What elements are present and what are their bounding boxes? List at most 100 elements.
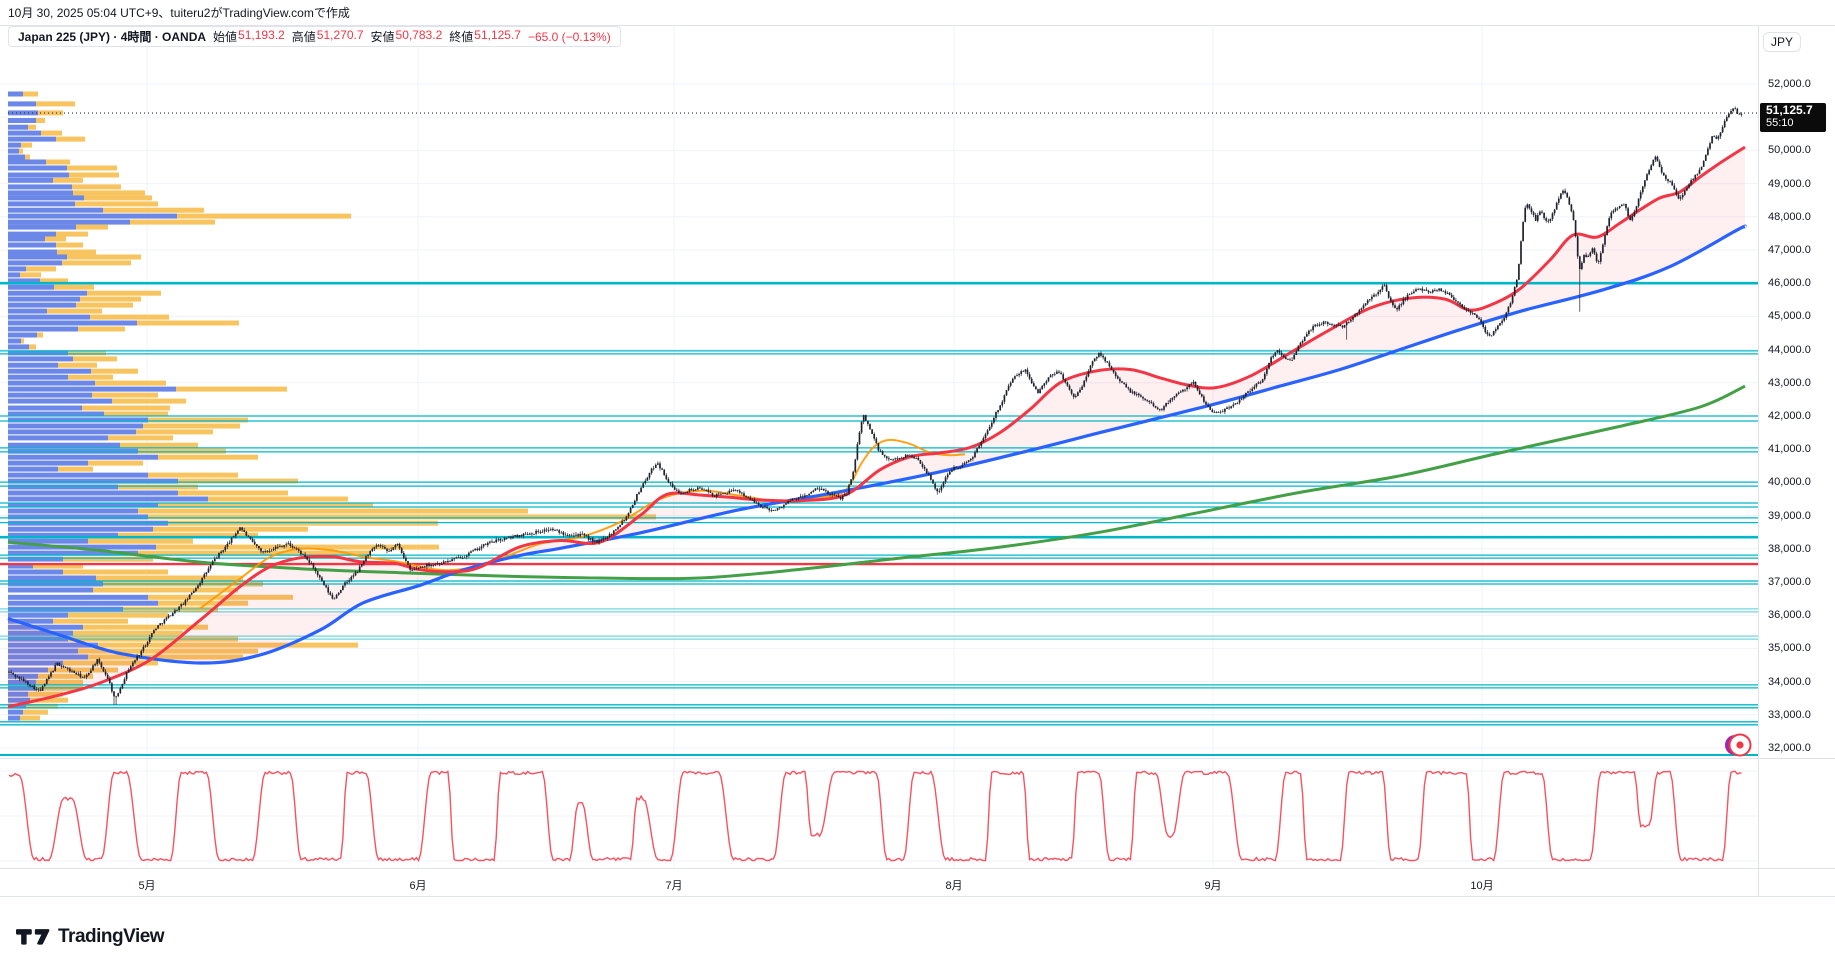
volume-profile-bar-buy (8, 344, 29, 350)
tradingview-logo-text: TradingView (58, 926, 165, 947)
volume-profile-bar-buy (8, 624, 83, 630)
volume-profile-bar-buy (8, 338, 21, 344)
volume-profile-bar-buy (8, 398, 112, 404)
volume-profile-bar-buy (8, 260, 62, 266)
volume-profile-bar-buy (8, 368, 91, 374)
widget-top-border (0, 25, 1835, 26)
ma-fast-red[interactable] (7, 145, 1746, 709)
ma-slow-blue[interactable] (7, 224, 1747, 665)
price-axis-label: 52,000.0 (1768, 78, 1811, 90)
volume-profile-bar-sell (92, 392, 158, 398)
price-axis-label: 44,000.0 (1768, 344, 1811, 356)
volume-profile-bar-buy (8, 466, 58, 472)
volume-profile-bar-buy (8, 201, 75, 207)
volume-profile-bar-sell (40, 278, 68, 284)
ma-orange[interactable] (199, 438, 966, 610)
ma-band-fill (8, 147, 1746, 707)
volume-profile-bar-buy (8, 207, 103, 213)
volume-profile-bar-sell (20, 272, 41, 278)
high-value: 高値 51,270.7 (291, 28, 364, 44)
tradingview-logo[interactable]: TradingView (16, 924, 165, 950)
volume-profile-bar-sell (104, 411, 168, 417)
volume-profile-bar-sell (73, 630, 183, 636)
volume-profile-bar-sell (30, 697, 68, 703)
volume-profile-bar-buy (8, 148, 19, 154)
volume-profile-bar-sell (19, 148, 23, 154)
price-axis-label: 49,000.0 (1768, 178, 1811, 190)
volume-profile-bar-sell (96, 575, 243, 581)
volume-profile-bar-sell (73, 356, 117, 362)
last-price-value: 51,125.7 (1766, 103, 1813, 117)
volume-profile-bar-sell (28, 691, 63, 697)
volume-profile-bar-buy (8, 429, 136, 435)
time-axis[interactable]: 5月 6月 7月 8月 9月 10月 (0, 870, 1758, 897)
volume-profile-bar-buy (8, 496, 208, 502)
symbol-title[interactable]: Japan 225 (JPY) · 4時間 · OANDA (18, 30, 207, 44)
volume-profile-bar-buy (8, 219, 130, 225)
attribution-text: 10月 30, 2025 05:04 UTC+9、tuiteru2がTradin… (8, 6, 350, 20)
volume-profile-bar-sell (28, 124, 36, 130)
volume-profile-bar-sell (83, 624, 208, 630)
ma-long-green[interactable] (7, 384, 1746, 581)
volume-profile-bar-buy (8, 514, 148, 520)
price-marker-dot (1736, 741, 1744, 749)
volume-profile-bar-sell (138, 448, 226, 454)
volume-profile-bar-buy (8, 435, 108, 441)
volume-profile-bar-sell (36, 679, 83, 685)
volume-profile-bar-sell (20, 715, 40, 721)
volume-profile-bar-buy (8, 508, 138, 514)
volume-profile-bar-sell (103, 207, 204, 213)
volume-profile-bar-buy (8, 314, 90, 320)
pane-separator[interactable] (0, 758, 1835, 759)
volume-profile-bar-buy (8, 272, 20, 278)
volume-profile-bar-buy (8, 532, 118, 538)
volume-profile-bar-sell (57, 249, 96, 255)
volume-profile-bar-buy (8, 660, 63, 666)
volume-profile-bar-buy (8, 612, 68, 618)
volume-profile-bar-sell (54, 284, 94, 290)
volume-profile-bar-buy (8, 448, 138, 454)
volume-profile-bar-buy (8, 195, 84, 201)
indicator-axis[interactable]: 100.0 0.0 −100.0 (1758, 758, 1835, 870)
volume-profile-bar-sell (56, 231, 88, 237)
volume-profile-bar-sell (23, 709, 48, 715)
symbol-legend[interactable]: Japan 225 (JPY) · 4時間 · OANDA 始値 51,193.2… (8, 26, 621, 47)
volume-profile-bar-buy (8, 490, 178, 496)
currency-unit-button[interactable]: JPY (1763, 32, 1801, 52)
volume-profile-bar-buy (8, 266, 26, 272)
volume-profile-bar-sell (53, 177, 83, 183)
volume-profile-bar-sell (48, 667, 118, 673)
volume-profile-bar-buy (8, 374, 68, 380)
volume-profile-bar-buy (8, 709, 23, 715)
volume-profile-bar-sell (82, 405, 170, 411)
open-value: 始値 51,193.2 (213, 28, 285, 44)
volume-profile-bar-buy (8, 405, 82, 411)
volume-profile-bar-sell (156, 544, 439, 550)
volume-profile-bar-sell (33, 563, 83, 569)
volume-profile-bar-sell (138, 550, 370, 556)
volume-profile-bar-buy (8, 538, 88, 544)
price-axis-label: 35,000.0 (1768, 642, 1811, 654)
oscillator-line[interactable] (8, 770, 1742, 863)
volume-profile-bar-buy (8, 236, 45, 242)
volume-profile-bar-buy (8, 442, 120, 448)
volume-profile-bar-sell (62, 260, 131, 266)
volume-profile-bar-sell (58, 466, 93, 472)
volume-profile-bar-buy (8, 290, 87, 296)
volume-profile-bar-sell (73, 190, 145, 196)
time-axis-label: 5月 (138, 880, 156, 892)
volume-profile-bar-sell (45, 236, 66, 242)
volume-profile-bar-buy (8, 278, 40, 284)
volume-profile-bar-sell (68, 612, 168, 618)
price-axis[interactable]: 52,000.0 50,000.0 49,000.0 48,000.0 47,000.0… (1758, 25, 1835, 758)
volume-profile-bar-sell (38, 110, 63, 116)
time-axis-label: 6月 (409, 880, 427, 892)
volume-profile-bar-buy (8, 642, 98, 648)
volume-profile-bar-sell (118, 532, 258, 538)
price-axis-label: 50,000.0 (1768, 144, 1811, 156)
volume-profile-bar-sell (88, 538, 193, 544)
volume-profile-bar-sell (148, 594, 293, 600)
price-axis-label: 43,000.0 (1768, 377, 1811, 389)
